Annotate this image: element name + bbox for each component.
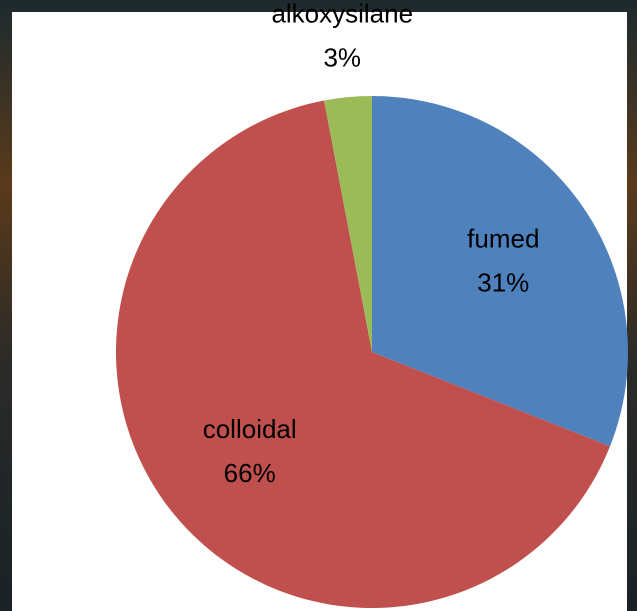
- slice-value: 3%: [323, 42, 361, 72]
- slice-label: alkoxysilane: [271, 0, 413, 28]
- slice-value: 66%: [224, 458, 276, 488]
- slice-value: 31%: [477, 268, 529, 298]
- slice-label: fumed: [467, 224, 539, 254]
- pie-slice: [324, 96, 372, 352]
- pie-slice: [372, 96, 628, 447]
- pie-slice: [115, 100, 611, 609]
- slice-label: colloidal: [203, 414, 297, 444]
